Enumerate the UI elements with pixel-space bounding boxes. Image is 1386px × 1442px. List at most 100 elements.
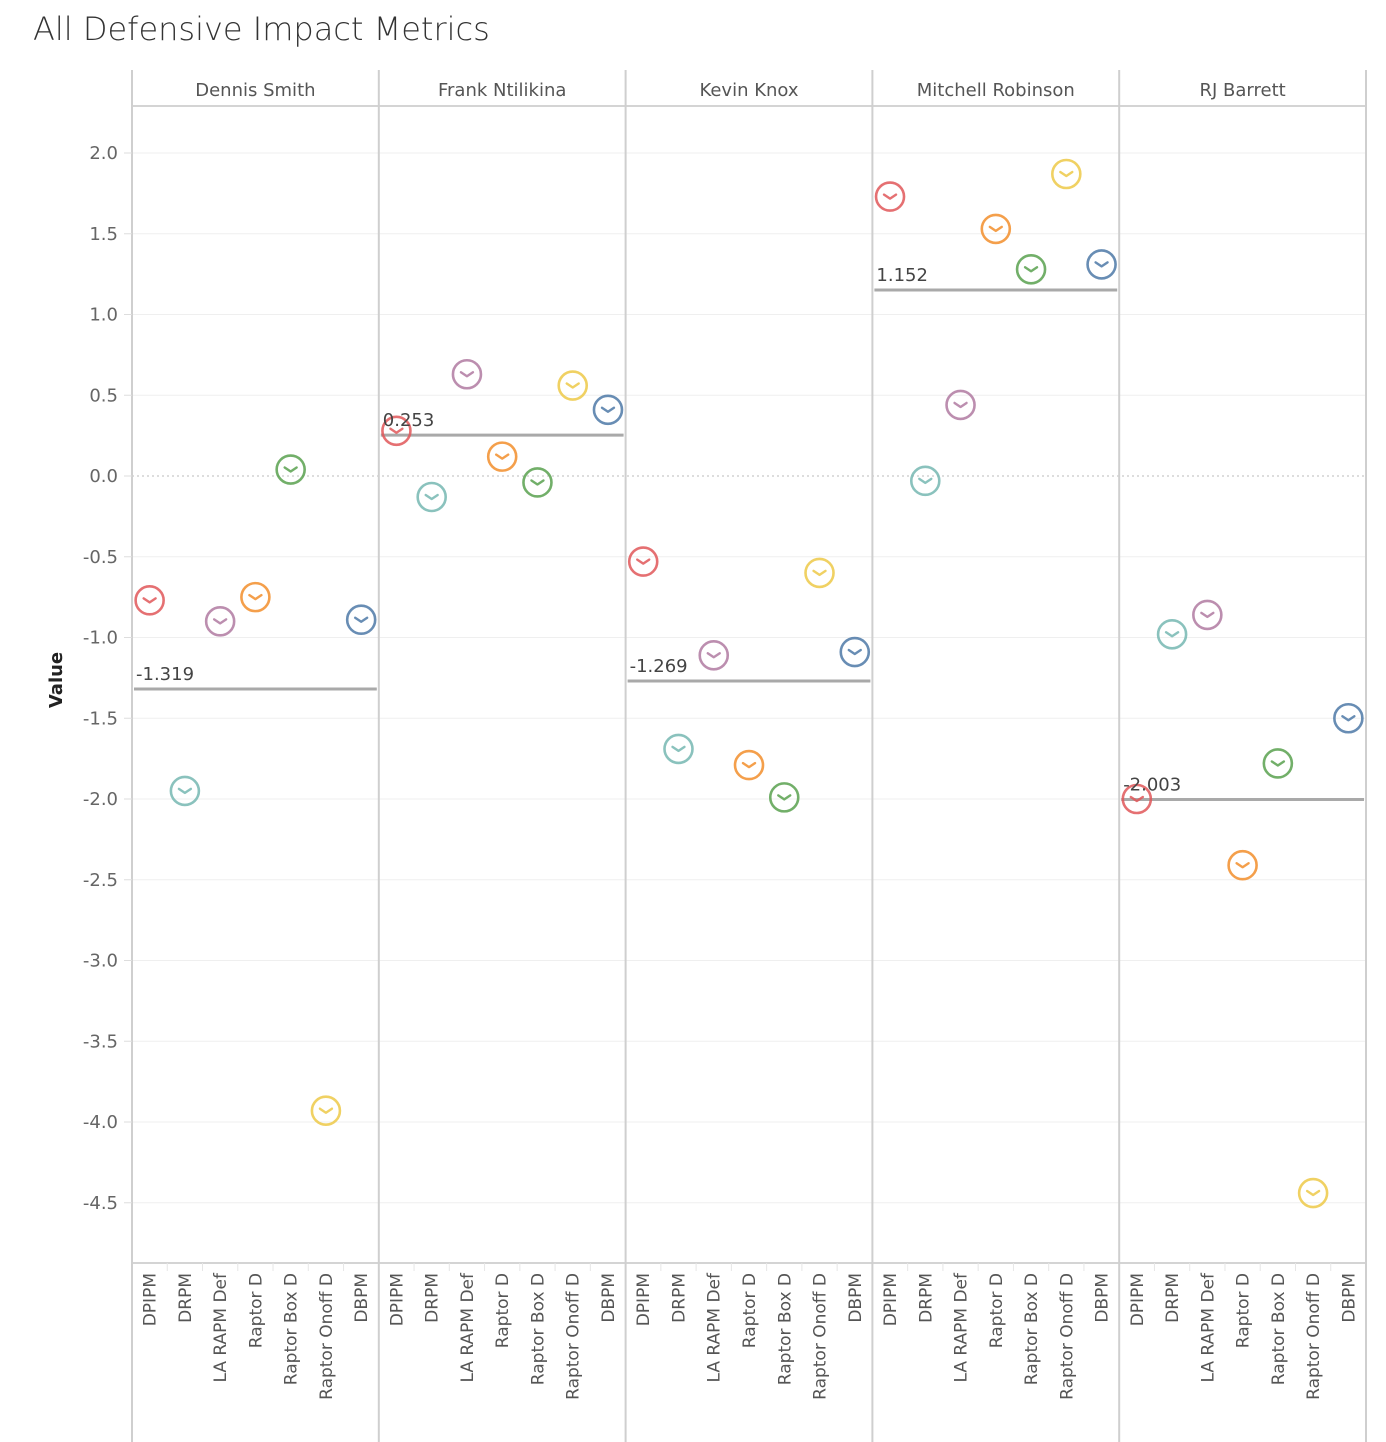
data-point: [486, 441, 518, 472]
x-tick-label: Raptor Box D: [1269, 1273, 1289, 1385]
clock-hand: [283, 466, 298, 473]
x-tick-label: Raptor Onoff D: [317, 1273, 337, 1400]
clock-hand: [424, 493, 439, 501]
clock-hand: [495, 453, 510, 460]
clock-icon: [839, 636, 871, 668]
x-tick-label: DRPM: [669, 1273, 689, 1323]
clock-hand: [530, 479, 545, 486]
y-tick-label: 0.0: [89, 466, 118, 487]
clock-icon: [874, 181, 906, 212]
data-point: [1156, 618, 1188, 650]
data-point: [945, 389, 976, 421]
panel-header: Kevin Knox: [699, 80, 798, 101]
clock-hand: [1059, 170, 1074, 178]
y-tick-label: 1.0: [89, 305, 118, 326]
x-tick-label: DRPM: [176, 1273, 196, 1323]
data-point: [768, 782, 800, 813]
clock-hand: [318, 1107, 334, 1114]
data-point: [134, 585, 165, 616]
clock-icon: [804, 557, 835, 589]
y-tick-label: 0.5: [89, 385, 118, 406]
data-point: [1297, 1177, 1329, 1209]
x-tick-label: Raptor Onoff D: [1057, 1273, 1077, 1400]
clock-hand: [212, 618, 228, 625]
clock-hand: [142, 597, 157, 604]
x-tick-label: DRPM: [1163, 1273, 1183, 1323]
x-tick-label: DPIPM: [1128, 1273, 1148, 1326]
clock-icon: [733, 749, 765, 781]
clock-hand: [777, 794, 792, 801]
data-point: [557, 370, 589, 401]
clock-icon: [663, 733, 694, 765]
data-point: [1121, 783, 1153, 815]
data-point: [345, 604, 377, 636]
data-point: [451, 358, 483, 390]
x-tick-label: DBPM: [352, 1273, 372, 1323]
clock-icon: [698, 639, 730, 671]
clock-icon: [275, 454, 306, 485]
data-point: [698, 639, 730, 671]
x-tick-label: Raptor Box D: [282, 1273, 302, 1385]
data-point: [522, 467, 553, 498]
clock-hand: [741, 761, 757, 769]
x-tick-label: Raptor D: [246, 1273, 266, 1348]
data-point: [980, 213, 1012, 245]
x-tick-label: DPIPM: [387, 1273, 407, 1326]
x-tick-label: Raptor Onoff D: [564, 1273, 584, 1400]
clock-hand: [812, 569, 827, 577]
clock-hand: [882, 193, 898, 200]
clock-icon: [134, 585, 165, 616]
clock-hand: [918, 477, 933, 485]
y-tick-label: -0.5: [83, 547, 118, 568]
reference-lines: [134, 288, 1364, 801]
x-tick-label: DBPM: [846, 1273, 866, 1323]
x-tick-label: Raptor Onoff D: [1304, 1273, 1324, 1400]
clock-hand: [1235, 862, 1250, 869]
clock-hand: [636, 558, 651, 565]
clock-icon: [1333, 702, 1364, 734]
data-point: [909, 465, 941, 497]
chart-title: All Defensive Impact Metrics: [33, 10, 490, 48]
data-point: [804, 557, 835, 589]
average-label: -1.319: [136, 664, 194, 685]
x-tick-label: DBPM: [599, 1273, 619, 1323]
clock-icon: [768, 782, 800, 813]
clock-icon: [522, 467, 553, 498]
clock-hand: [847, 648, 862, 656]
clock-icon: [345, 604, 377, 636]
clock-icon: [980, 213, 1012, 245]
clock-icon: [1262, 748, 1294, 779]
x-tick-label: DPIPM: [881, 1273, 901, 1326]
clock-hand: [1129, 795, 1145, 803]
data-point: [1086, 249, 1117, 280]
clock-icon: [1227, 849, 1258, 881]
clock-hand: [953, 401, 968, 409]
clock-icon: [310, 1095, 342, 1126]
y-tick-label: 2.0: [89, 143, 118, 164]
clock-icon: [416, 481, 447, 513]
clock-icon: [1051, 158, 1082, 190]
clock-icon: [945, 389, 976, 421]
data-points: -1.319 0.253 -1.269 1.152 -2.003: [134, 158, 1364, 1209]
x-tick-label: DBPM: [1339, 1273, 1359, 1323]
y-tick-label: -2.0: [83, 789, 118, 810]
y-tick-label: -3.0: [83, 951, 118, 972]
panel-header: Mitchell Robinson: [917, 80, 1075, 101]
average-label: -1.269: [630, 656, 688, 677]
clock-icon: [1086, 249, 1117, 280]
y-tick-label: 1.5: [89, 224, 118, 245]
clock-icon: [909, 465, 941, 497]
panel-headers: Dennis Smith Frank Ntilikina Kevin Knox Mit…: [195, 80, 1285, 101]
clock-icon: [1297, 1177, 1329, 1209]
x-tick-label: DBPM: [1093, 1273, 1113, 1323]
y-tick-label: -1.0: [83, 628, 118, 649]
y-tick-label: -2.5: [83, 870, 118, 891]
clock-hand: [988, 225, 1003, 233]
data-point: [1015, 253, 1047, 285]
clock-hand: [389, 427, 404, 434]
average-label: -2.003: [1123, 774, 1181, 795]
x-tick-label: LA RAPM Def: [705, 1272, 725, 1383]
data-point: [592, 394, 624, 426]
y-tick-label: -4.0: [83, 1112, 118, 1133]
